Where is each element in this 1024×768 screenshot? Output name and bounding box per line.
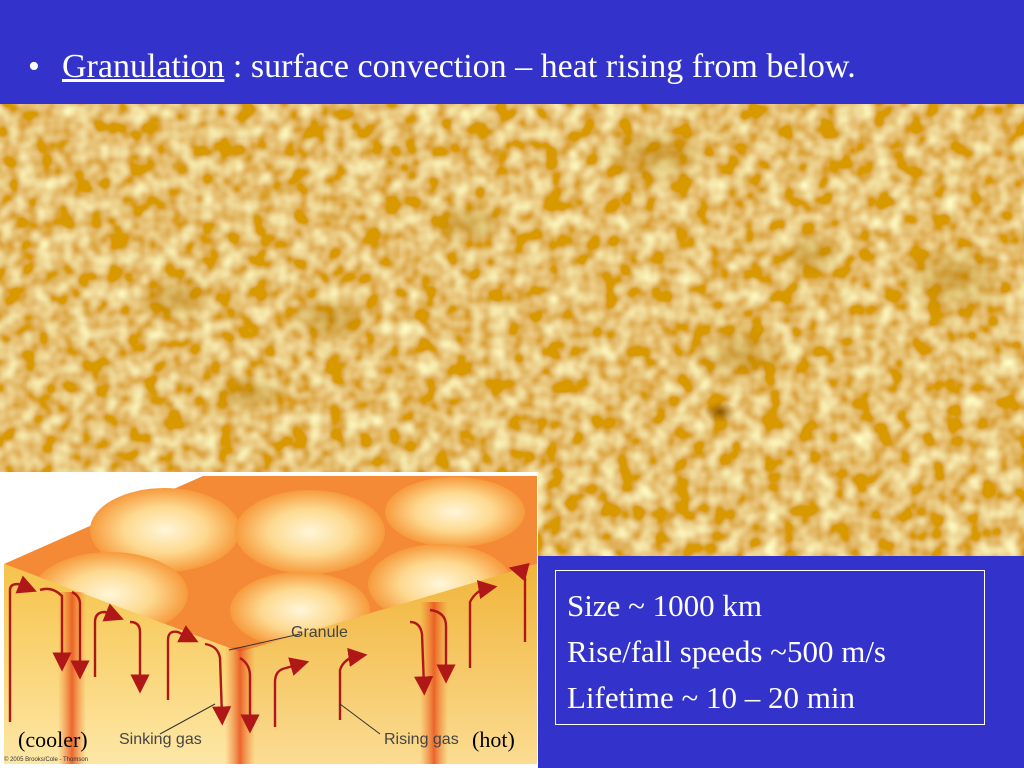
cell-side-face [240,564,537,764]
hot-label: (hot) [472,727,515,752]
convection-arrows [8,563,530,734]
dark-lane [690,324,790,384]
rising-arrow [508,563,530,642]
sinking-arrow [70,590,90,680]
rising-arrow [8,575,37,722]
size-fact: Size ~ 1000 km [567,588,763,623]
speed-fact: Rise/fall speeds ~500 m/s [567,634,886,669]
lifetime-fact: Lifetime ~ 10 – 20 min [567,680,855,715]
convection-cell-diagram [0,472,538,768]
rising-arrow [273,657,310,727]
leader-lines [159,633,381,735]
dark-lane [210,372,290,416]
rising-arrow [468,580,498,668]
sinking-arrow [239,656,260,734]
leader-line [159,703,216,735]
image-credit: © 2005 Brooks/Cole - Thomson [4,757,89,763]
dark-lane [285,294,375,344]
leader-line [339,703,381,735]
dark-lane [704,401,736,423]
granule-cell [385,477,525,547]
bullet-point: • [28,48,40,85]
granule-facts-box: Size ~ 1000 km Rise/fall speeds ~500 m/s… [555,570,985,725]
sinking-arrow [129,620,150,694]
title-bullet-line: • Granulation : surface convection – heat… [28,44,856,94]
cooler-label: (cooler) [18,727,88,752]
sinking-arrow [409,620,434,696]
granule-cell [235,490,385,574]
rising-arrow [338,647,368,720]
granule-cell [90,488,240,572]
granule-label: Granule [291,624,348,641]
dark-lane [900,239,1010,319]
title-description: : surface convection – heat rising from … [224,48,856,85]
leader-line [228,633,301,651]
rising-gas-label: Rising gas [384,731,459,748]
dark-lane [775,229,845,279]
dark-lane [135,274,215,324]
title-term: Granulation [62,48,225,85]
dark-lane [430,202,510,246]
sinking-arrow [39,587,72,672]
dark-lane [595,126,715,186]
rising-arrow [93,603,124,677]
rising-arrow [166,625,199,700]
sinking-arrow [429,608,456,684]
sinking-arrow [204,642,232,726]
sinking-gas-label: Sinking gas [119,731,202,748]
